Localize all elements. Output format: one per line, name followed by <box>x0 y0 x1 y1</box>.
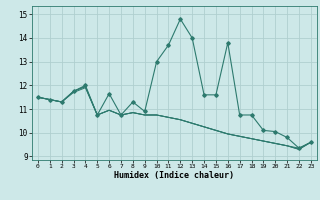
X-axis label: Humidex (Indice chaleur): Humidex (Indice chaleur) <box>115 171 234 180</box>
